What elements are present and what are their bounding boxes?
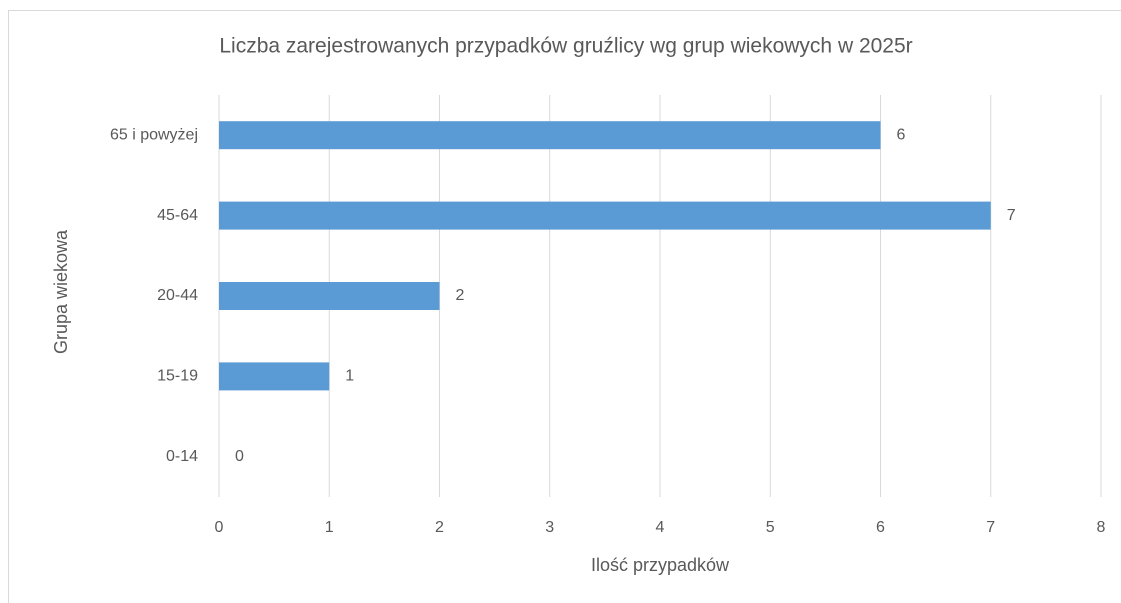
x-tick-label: 0: [215, 519, 224, 536]
y-tick-label: 0-14: [166, 448, 198, 465]
bar: [219, 121, 881, 150]
data-label: 1: [345, 368, 354, 385]
x-tick-label: 7: [986, 519, 995, 536]
data-label: 7: [1007, 207, 1016, 224]
x-tick-label: 1: [325, 519, 334, 536]
data-label: 6: [897, 126, 906, 143]
y-tick-label: 20-44: [157, 287, 198, 304]
x-tick-label: 2: [435, 519, 444, 536]
chart-border: [8, 10, 1121, 603]
y-axis-title: Grupa wiekowa: [51, 229, 71, 354]
x-tick-label: 3: [545, 519, 554, 536]
bar: [219, 282, 440, 310]
x-tick-label: 6: [876, 519, 885, 536]
y-tick-label: 15-19: [157, 368, 198, 385]
data-label: 0: [235, 448, 244, 465]
y-tick-label: 65 i powyżej: [110, 126, 198, 143]
x-tick-label: 5: [766, 519, 775, 536]
bar: [219, 201, 991, 230]
y-tick-label: 45-64: [157, 207, 198, 224]
chart-title: Liczba zarejestrowanych przypadków gruźl…: [219, 35, 912, 58]
x-tick-label: 4: [656, 519, 665, 536]
bar: [219, 362, 330, 391]
data-label: 2: [456, 287, 465, 304]
x-tick-label: 8: [1097, 519, 1106, 536]
x-axis-title: Ilość przypadków: [591, 555, 730, 575]
